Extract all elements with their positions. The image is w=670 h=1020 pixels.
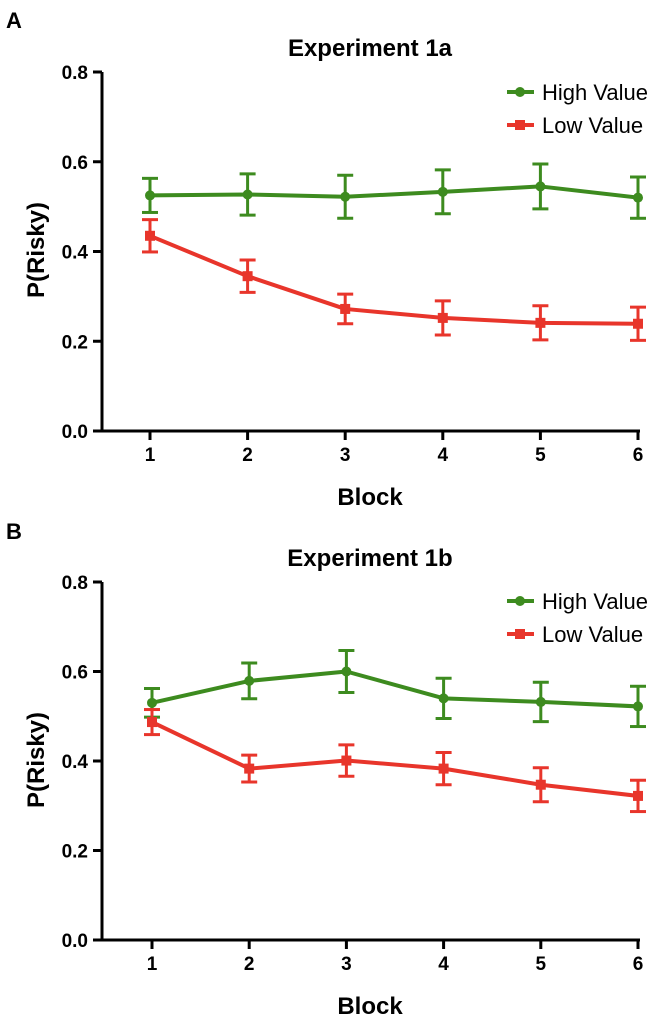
data-point	[242, 189, 253, 200]
legend-marker	[515, 87, 525, 97]
series-high-value	[144, 648, 646, 729]
data-point	[244, 675, 255, 686]
legend-label: High Value	[542, 80, 648, 105]
plot-area-b	[144, 648, 646, 814]
data-point	[633, 318, 643, 329]
data-point	[340, 191, 351, 202]
data-point	[340, 303, 351, 314]
y-tick-label: 0.4	[62, 752, 89, 773]
series-line	[151, 720, 639, 798]
data-point	[437, 312, 448, 323]
legend-marker	[515, 596, 525, 606]
y-tick-label: 0.2	[62, 842, 88, 863]
legend-marker	[515, 629, 525, 639]
legend-entry: Low Value	[507, 113, 643, 138]
x-tick-label: 3	[341, 954, 352, 975]
x-tick-label: 4	[438, 445, 449, 466]
data-point	[438, 693, 449, 704]
legend-label: Low Value	[542, 622, 643, 647]
y-axis-label-b: P(Risky)	[23, 712, 50, 808]
series-low-value	[144, 708, 646, 814]
axes-b: 0.0 0.2 0.4 0.6 0.8 1 2 3 4 5 6	[62, 573, 644, 975]
series-high-value	[142, 162, 646, 220]
data-point	[535, 696, 546, 707]
series-low-value	[142, 218, 646, 342]
x-tick-label: 5	[536, 954, 547, 975]
x-tick-label: 3	[340, 445, 351, 466]
x-tick-label: 6	[633, 445, 644, 466]
legend-a: High Value Low Value	[507, 80, 648, 138]
data-point	[633, 790, 643, 801]
data-point	[147, 697, 157, 708]
data-point	[438, 763, 449, 774]
chart-title-a: Experiment 1a	[288, 35, 453, 62]
plot-area-a	[142, 162, 646, 342]
data-point	[242, 271, 253, 282]
series-line	[149, 184, 639, 200]
y-tick-label: 0.6	[62, 153, 88, 174]
x-tick-label: 2	[244, 954, 255, 975]
data-point	[244, 763, 255, 774]
legend-marker	[515, 120, 525, 130]
y-tick-label: 0.2	[62, 332, 88, 353]
legend-entry: High Value	[507, 589, 648, 614]
data-point	[535, 317, 546, 328]
y-tick-label: 0.8	[62, 573, 88, 594]
panel-letter-a: A	[6, 8, 22, 33]
legend-label: High Value	[542, 589, 648, 614]
x-axis-label-b: Block	[337, 993, 403, 1020]
legend-entry: High Value	[507, 80, 648, 105]
x-tick-label: 2	[242, 445, 253, 466]
x-tick-label: 4	[438, 954, 449, 975]
y-tick-label: 0.4	[62, 243, 89, 264]
x-tick-label: 5	[535, 445, 546, 466]
data-point	[437, 186, 448, 197]
x-tick-label: 1	[147, 954, 158, 975]
panel-a: A Experiment 1a P(Risky) Block 0.0 0.2 0.4…	[6, 8, 648, 511]
data-point	[147, 717, 157, 728]
axes-a: 0.0 0.2 0.4 0.6 0.8 1 2 3 4 5 6	[62, 63, 644, 466]
y-tick-label: 0.0	[62, 931, 88, 952]
legend-entry: Low Value	[507, 622, 643, 647]
data-point	[633, 701, 643, 712]
series-line	[151, 669, 639, 709]
legend-label: Low Value	[542, 113, 643, 138]
series-line	[149, 233, 639, 326]
x-axis-label-a: Block	[337, 484, 403, 511]
x-tick-label: 6	[633, 954, 644, 975]
x-tick-label: 1	[145, 445, 156, 466]
data-point	[633, 192, 643, 203]
data-point	[341, 755, 352, 766]
y-tick-label: 0.6	[62, 663, 88, 684]
data-point	[535, 779, 546, 790]
chart-title-b: Experiment 1b	[287, 545, 452, 572]
data-point	[341, 666, 352, 677]
y-tick-label: 0.0	[62, 422, 88, 443]
panel-letter-b: B	[6, 519, 22, 544]
panel-b: B Experiment 1b P(Risky) Block 0.0 0.2 0.4…	[6, 519, 648, 1020]
y-tick-label: 0.8	[62, 63, 88, 84]
data-point	[535, 181, 546, 192]
legend-b: High Value Low Value	[507, 589, 648, 647]
y-axis-label-a: P(Risky)	[23, 202, 50, 298]
data-point	[145, 230, 155, 241]
data-point	[145, 190, 155, 201]
